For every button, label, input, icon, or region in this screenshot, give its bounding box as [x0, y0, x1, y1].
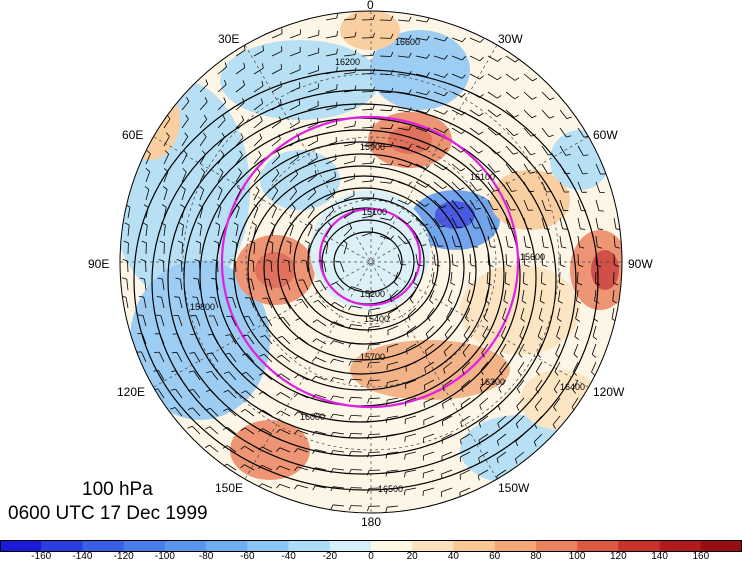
wind-barb [351, 470, 362, 471]
wind-barb [164, 261, 165, 272]
colorbar-tick-label: -40 [281, 551, 295, 562]
contour-label: 16600 [395, 37, 420, 47]
lon-label-180: 180 [361, 515, 381, 529]
wind-barb-flag [529, 191, 534, 192]
lon-label-30e: 30E [218, 32, 239, 46]
wind-barb [596, 272, 597, 283]
contour-label: 15800 [190, 302, 215, 312]
wind-barb [200, 243, 201, 254]
colorbar-tick-label: 160 [692, 551, 709, 562]
contour-label: 15700 [360, 352, 385, 362]
wind-barb-flag [545, 229, 550, 230]
contour-label: 15200 [360, 289, 385, 299]
wind-barb-flag [192, 297, 197, 298]
wind-barb [614, 272, 615, 283]
wind-barb-flag [355, 156, 356, 161]
wind-barb [380, 74, 391, 75]
colorbar-tick-label: 20 [407, 551, 418, 562]
colorbar-tick-label: -20 [323, 551, 337, 562]
lon-label-120e: 120E [117, 385, 145, 399]
colorbar-tick-label: -160 [31, 551, 51, 562]
wind-barb [380, 56, 391, 57]
colorbar-tick-label: 140 [651, 551, 668, 562]
wind-barb [362, 56, 373, 57]
colorbar-tick-label: -100 [155, 551, 175, 562]
contour-label: 15900 [360, 142, 385, 152]
wind-barb [351, 452, 362, 453]
colorbar-tick-label: -80 [199, 551, 213, 562]
lon-label-150e: 150E [215, 481, 243, 495]
lon-label-150w: 150W [498, 481, 529, 495]
contour-label: 16000 [300, 412, 325, 422]
wind-barb [369, 470, 380, 471]
wind-barb-flag [387, 365, 388, 370]
colorbar-tick-label: 40 [448, 551, 459, 562]
colorbar-tick-label: 100 [569, 551, 586, 562]
contour-label: 15100 [362, 207, 387, 217]
wind-barb [146, 261, 147, 272]
time-label: 0600 UTC 17 Dec 1999 [8, 502, 208, 526]
lon-label-30w: 30W [498, 32, 523, 46]
wind-barb [560, 254, 561, 265]
colorbar-tick-label: -60 [240, 551, 254, 562]
contour-label: 16300 [480, 377, 505, 387]
contour-label: 15600 [520, 252, 545, 262]
lon-label-90w: 90W [628, 257, 653, 271]
colorbar-tick-label: 0 [368, 551, 374, 562]
colorbar-tick-label: 60 [489, 551, 500, 562]
contour-label: 16400 [560, 382, 585, 392]
lon-label-60w: 60W [593, 128, 618, 142]
colorbar-tick-label: -140 [72, 551, 92, 562]
colorbar-tick-label: -120 [114, 551, 134, 562]
contour-label: 16100 [470, 172, 495, 182]
colorbar-tick-label: 120 [610, 551, 627, 562]
lon-label-90e: 90E [88, 257, 109, 271]
wind-barb [578, 272, 579, 283]
wind-barb-flag [599, 211, 604, 212]
contour-label: 15400 [364, 314, 389, 324]
wind-barb [128, 261, 129, 272]
wind-barb [182, 243, 183, 254]
lon-label-120w: 120W [593, 385, 624, 399]
lon-label-60e: 60E [122, 128, 143, 142]
wind-barb [362, 74, 373, 75]
contour-label: 16500 [378, 484, 403, 494]
wind-barb [369, 452, 380, 453]
map-disk [110, 10, 630, 513]
level-label: 100 hPa [82, 478, 153, 502]
contour-label: 16200 [335, 57, 360, 67]
lon-label-0: 0 [367, 0, 374, 12]
colorbar-tick-label: 80 [530, 551, 541, 562]
